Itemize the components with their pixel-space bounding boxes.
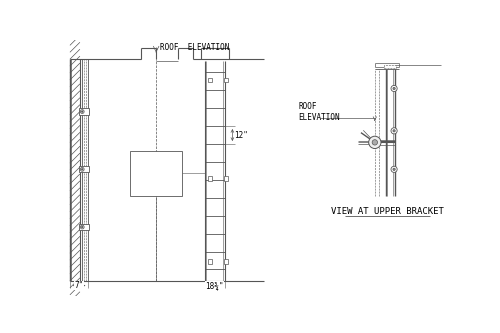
Bar: [208, 78, 212, 82]
Bar: [224, 259, 228, 264]
Text: 12": 12": [234, 131, 248, 140]
Bar: [224, 176, 228, 181]
Circle shape: [82, 111, 83, 112]
Circle shape: [393, 168, 395, 170]
Text: ROOF
ELEVATION: ROOF ELEVATION: [298, 102, 340, 122]
Text: 18¾": 18¾": [206, 281, 224, 290]
Circle shape: [80, 167, 84, 171]
Bar: [79, 166, 89, 172]
Bar: [208, 176, 212, 181]
Circle shape: [80, 225, 84, 229]
Circle shape: [82, 168, 83, 170]
Bar: [79, 224, 89, 230]
Circle shape: [391, 85, 397, 92]
Circle shape: [393, 87, 395, 90]
Circle shape: [372, 140, 378, 145]
Bar: [130, 151, 182, 195]
Circle shape: [368, 136, 381, 149]
Text: 7": 7": [74, 281, 84, 290]
Bar: [224, 78, 228, 82]
Bar: [208, 259, 212, 264]
Bar: [79, 109, 89, 115]
Bar: [384, 65, 396, 69]
Circle shape: [80, 110, 84, 114]
Text: EXACT HEIGHT
FROM FLOOR
TO TOP OF
ROOF HATCH: EXACT HEIGHT FROM FLOOR TO TOP OF ROOF H…: [130, 158, 182, 189]
Text: VIEW AT UPPER BRACKET: VIEW AT UPPER BRACKET: [330, 207, 444, 216]
Circle shape: [391, 128, 397, 134]
Circle shape: [391, 166, 397, 172]
Circle shape: [82, 226, 83, 228]
Circle shape: [393, 130, 395, 132]
Text: ROOF  ELEVATION: ROOF ELEVATION: [160, 43, 230, 52]
